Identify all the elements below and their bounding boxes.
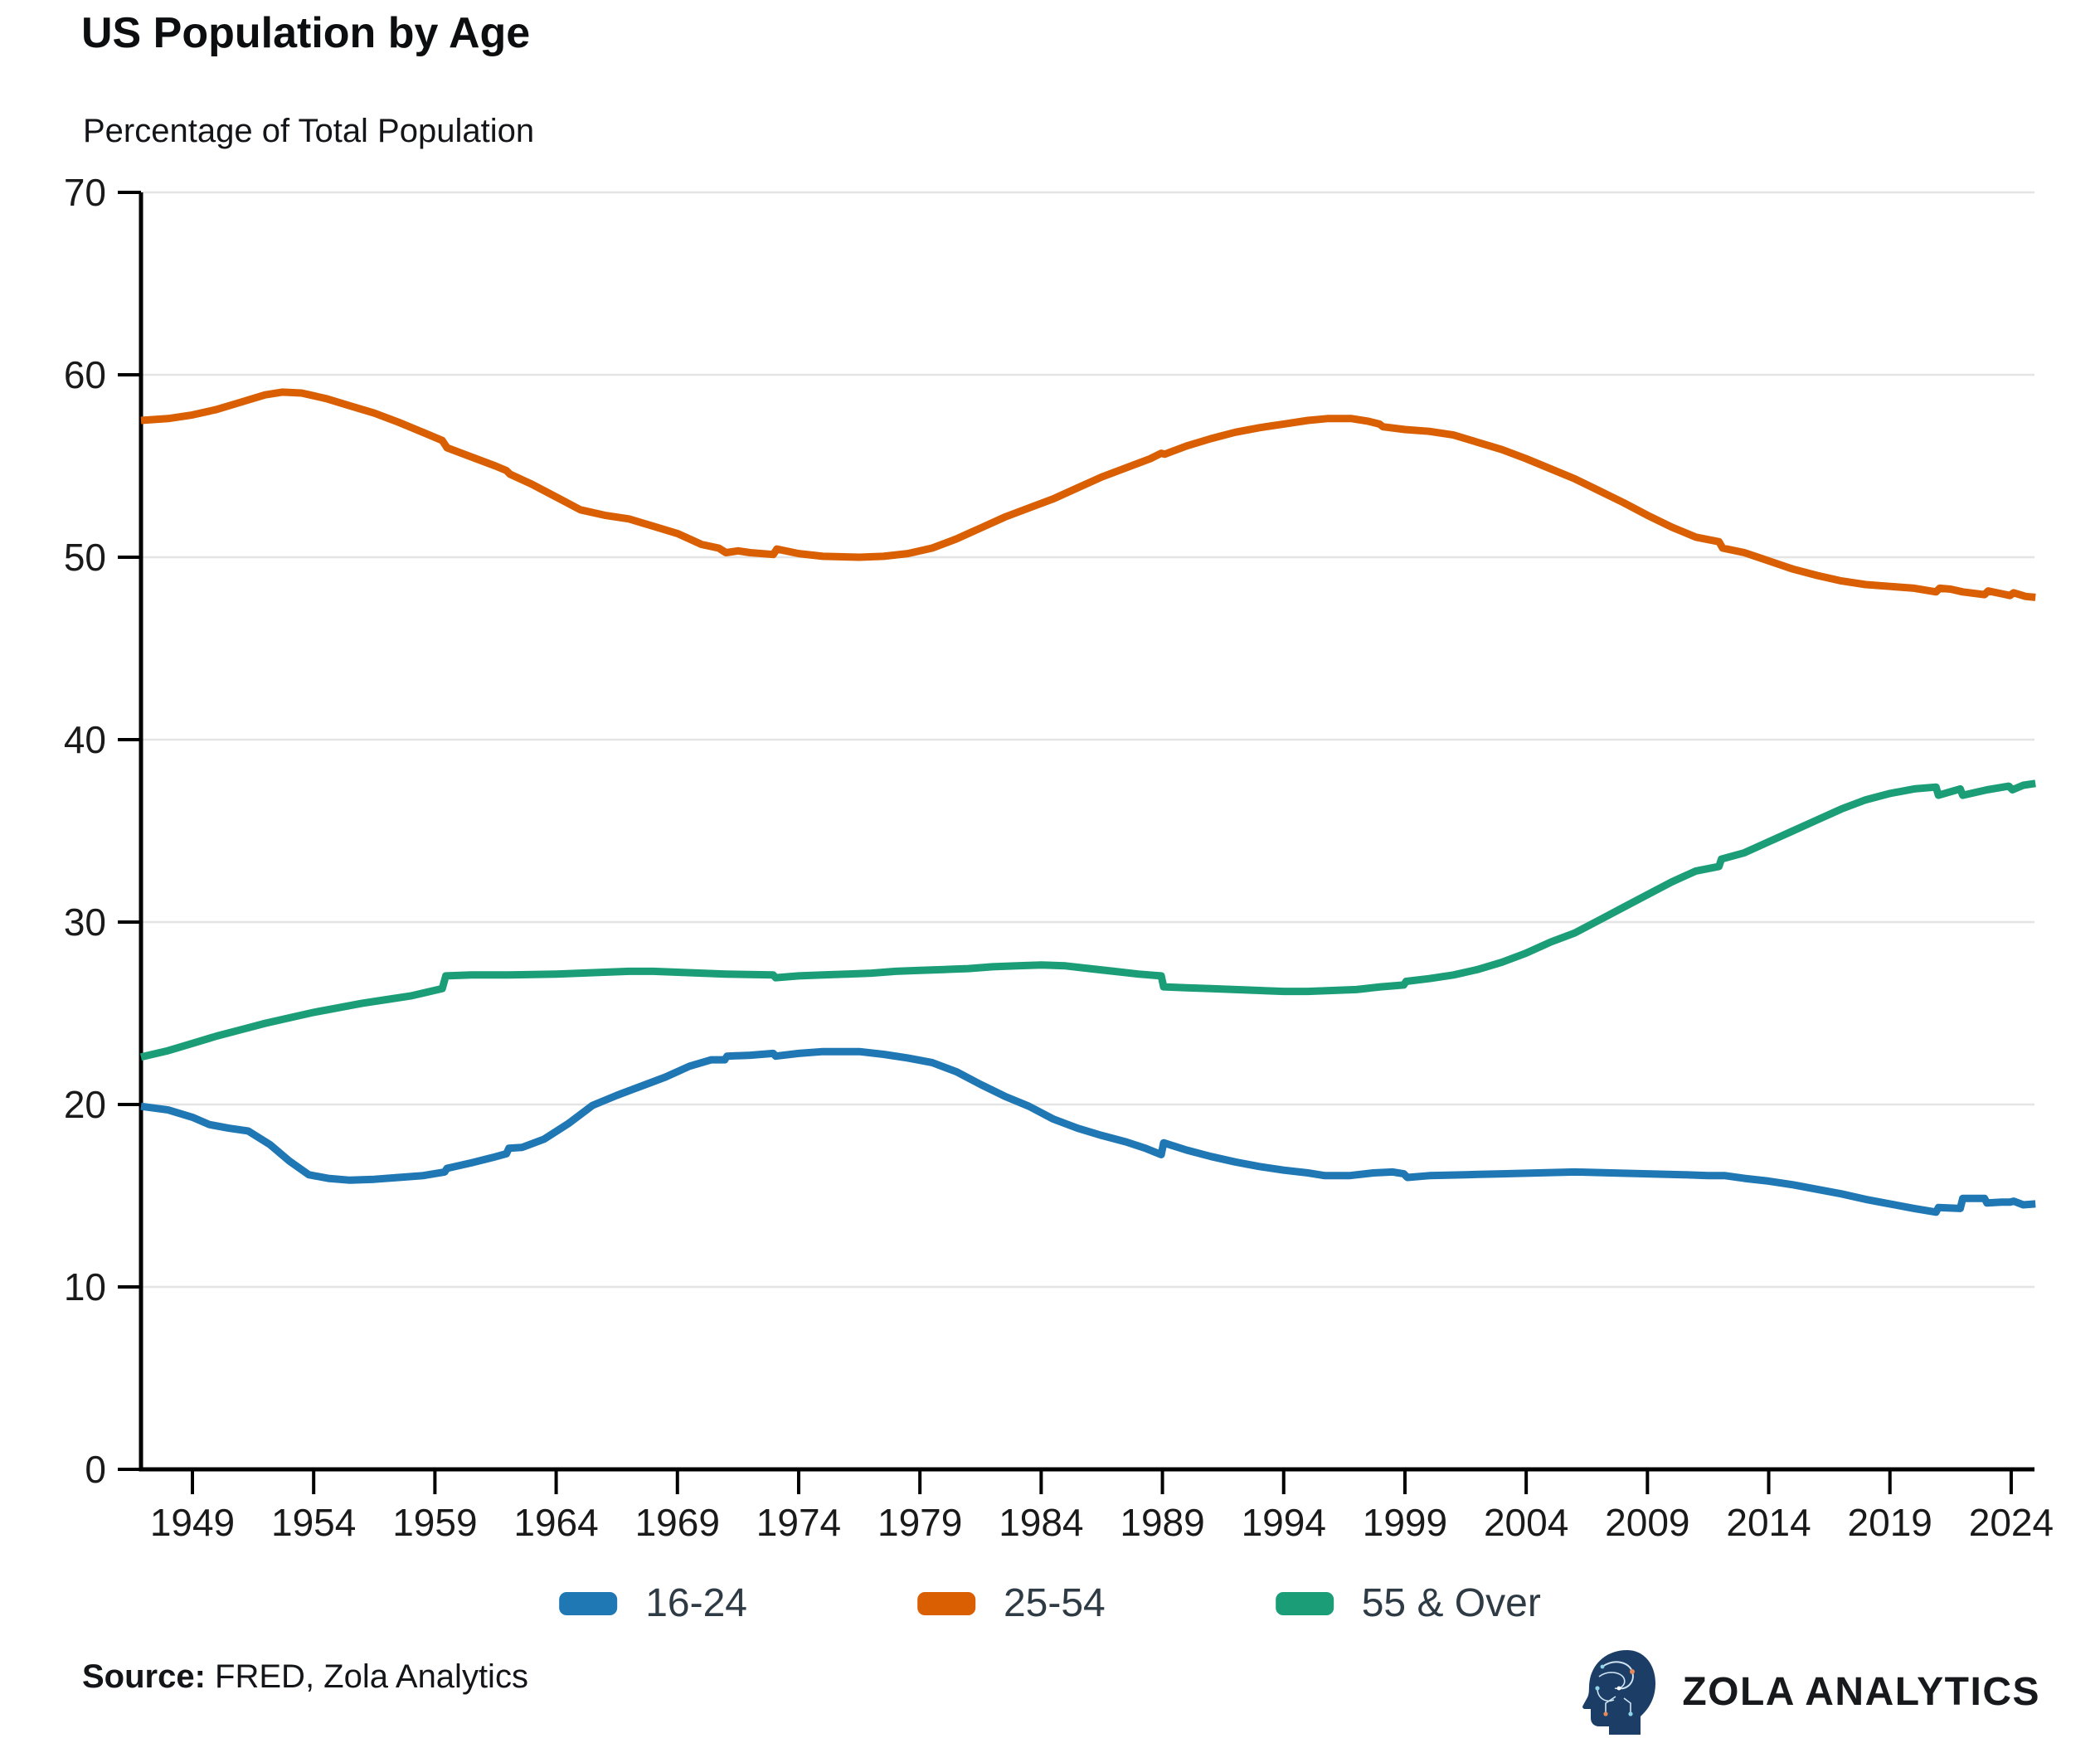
y-tick-label: 20 (64, 1083, 106, 1126)
y-tick-label: 10 (64, 1265, 106, 1308)
y-tick-label: 50 (64, 536, 106, 579)
x-tick-label: 2004 (1484, 1501, 1568, 1544)
legend-label-16-24: 16-24 (645, 1581, 747, 1625)
x-tick-label: 1984 (999, 1501, 1083, 1544)
brand-name: ZOLA ANALYTICS (1682, 1669, 2040, 1714)
x-tick-label: 1954 (271, 1501, 356, 1544)
series-line-0 (140, 1047, 2036, 1216)
x-tick-label: 1949 (150, 1501, 235, 1544)
x-tick-label: 1994 (1242, 1501, 1326, 1544)
x-tick-label: 2019 (1848, 1501, 1932, 1544)
chart-subtitle: Percentage of Total Population (83, 113, 535, 149)
brand-logo-icon (1582, 1650, 1656, 1735)
legend-item-16-24: 16-24 (559, 1580, 747, 1626)
x-tick-label: 1964 (513, 1501, 598, 1544)
source-note: Source: FRED, Zola Analytics (82, 1658, 528, 1696)
legend: 16-24 25-54 55 & Over (559, 1580, 1541, 1626)
y-tick-label: 30 (64, 901, 106, 944)
x-tick-label: 1974 (756, 1501, 841, 1544)
y-tick-label: 40 (64, 718, 106, 761)
source-label: Source: (82, 1658, 206, 1695)
legend-label-25-54: 25-54 (1003, 1581, 1106, 1625)
x-tick-label: 1989 (1120, 1501, 1204, 1544)
x-tick-label: 1979 (877, 1501, 962, 1544)
legend-item-25-54: 25-54 (916, 1580, 1106, 1626)
x-tick-label: 1959 (392, 1501, 477, 1544)
x-tick-label: 2009 (1605, 1501, 1689, 1544)
x-tick-label: 2014 (1726, 1501, 1811, 1544)
series-line-1 (140, 388, 2036, 601)
series-line-2 (139, 779, 2036, 1061)
brand-lockup: ZOLA ANALYTICS (1577, 1648, 2040, 1735)
source-text: FRED, Zola Analytics (205, 1658, 528, 1695)
legend-swatch-55-over (1275, 1591, 1334, 1615)
x-tick-label: 2024 (1969, 1501, 2054, 1544)
x-tick-label: 1969 (635, 1501, 720, 1544)
legend-swatch-25-54 (916, 1591, 975, 1615)
x-tick-label: 1999 (1363, 1501, 1447, 1544)
legend-item-55-over: 55 & Over (1275, 1580, 1541, 1626)
legend-swatch-16-24 (559, 1591, 618, 1615)
chart-title: US Population by Age (81, 9, 531, 57)
y-tick-label: 60 (64, 353, 106, 396)
y-tick-label: 0 (85, 1448, 106, 1491)
y-tick-label: 70 (64, 171, 106, 214)
legend-label-55-over: 55 & Over (1361, 1581, 1541, 1625)
